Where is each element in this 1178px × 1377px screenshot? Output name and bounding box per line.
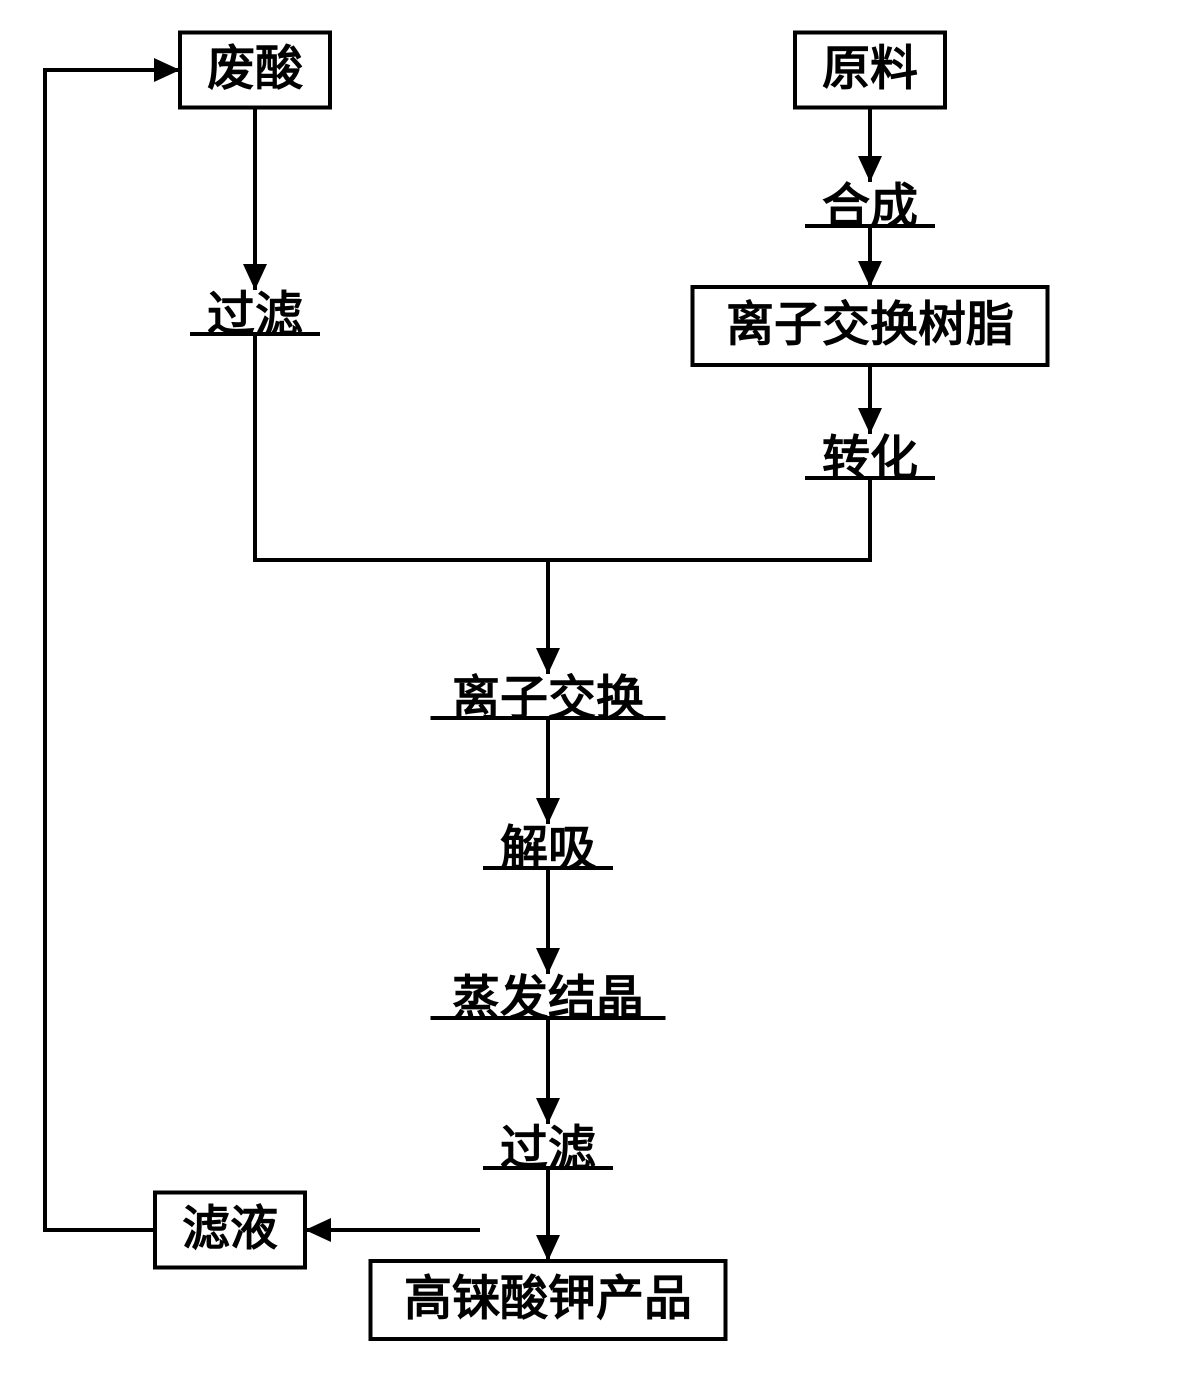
arrow-head <box>536 1098 560 1124</box>
arrow-head <box>858 408 882 434</box>
label-filtrate: 滤液 <box>182 1203 278 1256</box>
arrow-head <box>536 798 560 824</box>
label-product: 高铼酸钾产品 <box>404 1273 692 1326</box>
arrow-head <box>154 58 180 82</box>
edge-e-convert-ionex <box>548 478 870 560</box>
label-resin: 离子交换树脂 <box>726 299 1014 352</box>
arrow-head <box>305 1218 331 1242</box>
label-raw: 原料 <box>822 43 918 96</box>
arrow-head <box>243 264 267 290</box>
arrow-head <box>858 261 882 287</box>
edge-e-filtrate-waste <box>45 70 180 1230</box>
arrow-head <box>536 948 560 974</box>
edge-e-filter1-ionex <box>255 334 548 674</box>
arrow-head <box>536 648 560 674</box>
label-waste_acid: 废酸 <box>207 43 304 96</box>
arrow-head <box>536 1235 560 1261</box>
arrow-head <box>858 156 882 182</box>
